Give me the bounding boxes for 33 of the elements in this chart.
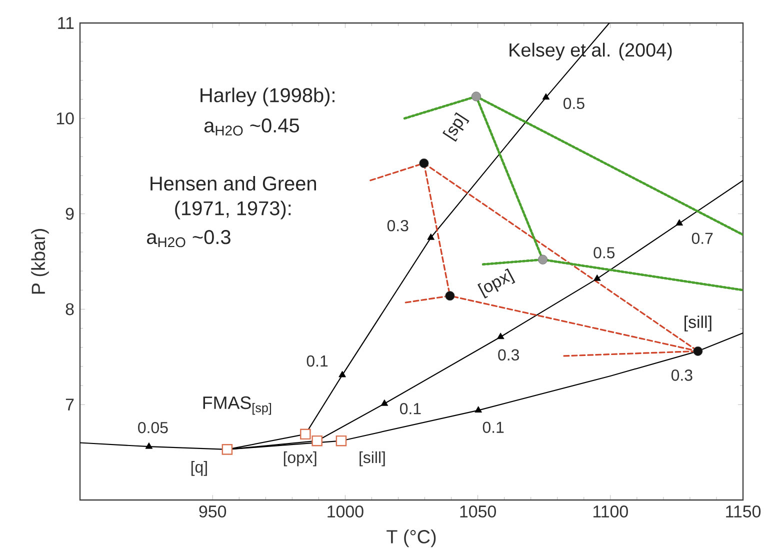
annotation: (1971, 1973): [175, 200, 291, 220]
x-tick-label: 950 [199, 506, 226, 518]
annotation: [opx] [284, 451, 316, 466]
x-tick-label: 1050 [460, 506, 496, 518]
x-tick-label: 1000 [328, 506, 364, 518]
y-tick-label: 11 [58, 17, 74, 29]
annotation: 0.1 [306, 355, 328, 367]
x-axis-title: T (°C) [386, 530, 436, 548]
annotation: Kelsey et al. (2004) [510, 42, 672, 60]
x-tick-label: 1150 [726, 506, 761, 518]
y-tick-label: 8 [66, 303, 74, 316]
annotation: 0.3 [498, 349, 519, 361]
annotation: Harley (1998b): [200, 88, 334, 106]
annotation: [sill] [684, 316, 712, 332]
annotation: FMAS$_{[sp]}$ [203, 396, 272, 415]
y-tick-label: 9 [66, 208, 74, 220]
annotation: 0.5 [564, 98, 584, 110]
annotation: 0.1 [482, 422, 504, 433]
y-tick-label: 7 [66, 398, 74, 410]
annotation: Hensen and Green [150, 176, 316, 191]
annotation: 0.3 [671, 370, 692, 381]
annotation: 0.05 [138, 422, 168, 434]
y-tick-label: 10 [56, 112, 74, 124]
x-tick-label: 1100 [593, 506, 628, 518]
annotation: a$_{H2O}$ ~0.45 [204, 118, 299, 136]
annotation: 0.5 [594, 247, 615, 258]
y-axis-title: P (kbar) [31, 229, 49, 294]
annotation: [sill] [360, 451, 385, 466]
annotation: 0.1 [400, 403, 421, 414]
annotation: [q] [191, 461, 207, 476]
annotation: 0.7 [692, 232, 713, 244]
annotation: 0.3 [387, 220, 408, 232]
annotation: a$_{H2O}$ ~0.3 [147, 230, 230, 248]
